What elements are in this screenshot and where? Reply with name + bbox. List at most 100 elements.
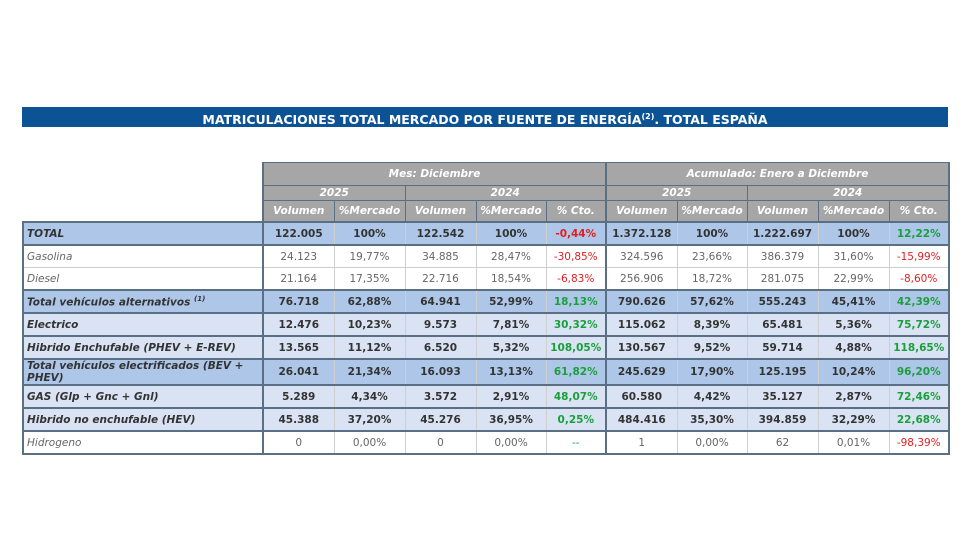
cell: 24.123 bbox=[262, 244, 335, 268]
cell: 45.276 bbox=[404, 407, 477, 432]
cell: -30,85% bbox=[545, 244, 607, 268]
cell: 790.626 bbox=[605, 289, 678, 314]
cell: 100% bbox=[817, 221, 890, 246]
cell: 10,24% bbox=[817, 358, 890, 386]
cell: 324.596 bbox=[605, 244, 678, 268]
cell: 5,36% bbox=[817, 312, 890, 337]
cell: 100% bbox=[676, 221, 748, 246]
row-label: TOTAL bbox=[22, 221, 264, 246]
cell: 59.714 bbox=[746, 335, 819, 360]
cell: 57,62% bbox=[676, 289, 748, 314]
header-month: Mes: Diciembre bbox=[262, 162, 607, 186]
cell: 125.195 bbox=[746, 358, 819, 386]
cell: 100% bbox=[475, 221, 547, 246]
cell: 21.164 bbox=[262, 267, 335, 291]
row-label: Diesel bbox=[22, 267, 264, 291]
col-cto: % Cto. bbox=[888, 200, 950, 223]
cell: 45,41% bbox=[817, 289, 890, 314]
header-month-2025: 2025 bbox=[262, 185, 406, 201]
cell: 0,01% bbox=[817, 430, 890, 455]
cell: 96,20% bbox=[888, 358, 950, 386]
cell: 115.062 bbox=[605, 312, 678, 337]
cell: 108,05% bbox=[545, 335, 607, 360]
cell: 28,47% bbox=[475, 244, 547, 268]
cell: 22.716 bbox=[404, 267, 477, 291]
row-label: Hibrido Enchufable (PHEV + E-REV) bbox=[22, 335, 264, 360]
table-row: Gasolina 24.123 19,77% 34.885 28,47% -30,85% 3… bbox=[22, 244, 950, 268]
table-row: Hidrogeno 0 0,00% 0 0,00% -- 1 0,00% 62 0,01% -98,… bbox=[22, 430, 950, 455]
cell: -0,44% bbox=[545, 221, 607, 246]
table-row: GAS (Glp + Gnc + Gnl) 5.289 4,34% 3.572 2,91… bbox=[22, 384, 950, 409]
cell: -15,99% bbox=[888, 244, 950, 268]
report-title-suffix: . TOTAL ESPAÑA bbox=[654, 112, 768, 128]
cell: 45.388 bbox=[262, 407, 335, 432]
cell: 1 bbox=[605, 430, 678, 455]
cell: 22,68% bbox=[888, 407, 950, 432]
table-row: Diesel 21.164 17,35% 22.716 18,54% -6,83% 256.… bbox=[22, 267, 950, 291]
report-title: MATRICULACIONES TOTAL MERCADO POR FUENTE… bbox=[202, 112, 642, 128]
cell: 8,39% bbox=[676, 312, 748, 337]
cell: 4,34% bbox=[333, 384, 406, 409]
cell: 1.222.697 bbox=[746, 221, 819, 246]
table-row: Electrico 12.476 10,23% 9.573 7,81% 30,32% 115… bbox=[22, 312, 950, 337]
col-volumen: Volumen bbox=[605, 200, 678, 223]
row-label: Total vehículos electrificados (BEV + PH… bbox=[22, 358, 264, 386]
cell: 61,82% bbox=[545, 358, 607, 386]
cell: 0,00% bbox=[676, 430, 748, 455]
cell: 18,13% bbox=[545, 289, 607, 314]
cell: 12.476 bbox=[262, 312, 335, 337]
cell: 35.127 bbox=[746, 384, 819, 409]
cell: 484.416 bbox=[605, 407, 678, 432]
cell: 256.906 bbox=[605, 267, 678, 291]
cell: 4,42% bbox=[676, 384, 748, 409]
cell: 16.093 bbox=[404, 358, 477, 386]
cell: 122.542 bbox=[404, 221, 477, 246]
col-cto: % Cto. bbox=[545, 200, 607, 223]
cell: 245.629 bbox=[605, 358, 678, 386]
header-ytd: Acumulado: Enero a Diciembre bbox=[605, 162, 950, 186]
row-label: Hibrido no enchufable (HEV) bbox=[22, 407, 264, 432]
cell: 118,65% bbox=[888, 335, 950, 360]
cell: 62,88% bbox=[333, 289, 406, 314]
cell: 394.859 bbox=[746, 407, 819, 432]
cell: 13.565 bbox=[262, 335, 335, 360]
cell: 30,32% bbox=[545, 312, 607, 337]
cell: 100% bbox=[333, 221, 406, 246]
cell: 11,12% bbox=[333, 335, 406, 360]
cell: 19,77% bbox=[333, 244, 406, 268]
cell: 65.481 bbox=[746, 312, 819, 337]
registrations-table: Mes: Diciembre Acumulado: Enero a Diciemb… bbox=[22, 162, 950, 455]
cell: 555.243 bbox=[746, 289, 819, 314]
col-mercado: %Mercado bbox=[475, 200, 547, 223]
cell: 64.941 bbox=[404, 289, 477, 314]
cell: 7,81% bbox=[475, 312, 547, 337]
row-label: Total vehículos alternativos (1) bbox=[22, 289, 264, 314]
cell: 4,88% bbox=[817, 335, 890, 360]
cell: 36,95% bbox=[475, 407, 547, 432]
cell: 12,22% bbox=[888, 221, 950, 246]
title-footnote: (2) bbox=[641, 112, 655, 121]
cell: 26.041 bbox=[262, 358, 335, 386]
cell: 2,87% bbox=[817, 384, 890, 409]
cell: 72,46% bbox=[888, 384, 950, 409]
row-label: Gasolina bbox=[22, 244, 264, 268]
cell: 5,32% bbox=[475, 335, 547, 360]
cell: 122.005 bbox=[262, 221, 335, 246]
cell: 75,72% bbox=[888, 312, 950, 337]
cell: 130.567 bbox=[605, 335, 678, 360]
row-label: Electrico bbox=[22, 312, 264, 337]
col-mercado: %Mercado bbox=[333, 200, 406, 223]
table-row: Hibrido Enchufable (PHEV + E-REV) 13.565 1… bbox=[22, 335, 950, 360]
cell: 23,66% bbox=[676, 244, 748, 268]
table-row: TOTAL 122.005 100% 122.542 100% -0,44% 1.372.1… bbox=[22, 221, 950, 246]
table-row: Total vehículos alternativos (1) 76.718 62… bbox=[22, 289, 950, 314]
cell: 0,00% bbox=[475, 430, 547, 455]
cell: 48,07% bbox=[545, 384, 607, 409]
cell: 9,52% bbox=[676, 335, 748, 360]
cell: -8,60% bbox=[888, 267, 950, 291]
cell: 3.572 bbox=[404, 384, 477, 409]
col-volumen: Volumen bbox=[746, 200, 819, 223]
table-row: Hibrido no enchufable (HEV) 45.388 37,20% 4… bbox=[22, 407, 950, 432]
cell: 2,91% bbox=[475, 384, 547, 409]
cell: 10,23% bbox=[333, 312, 406, 337]
